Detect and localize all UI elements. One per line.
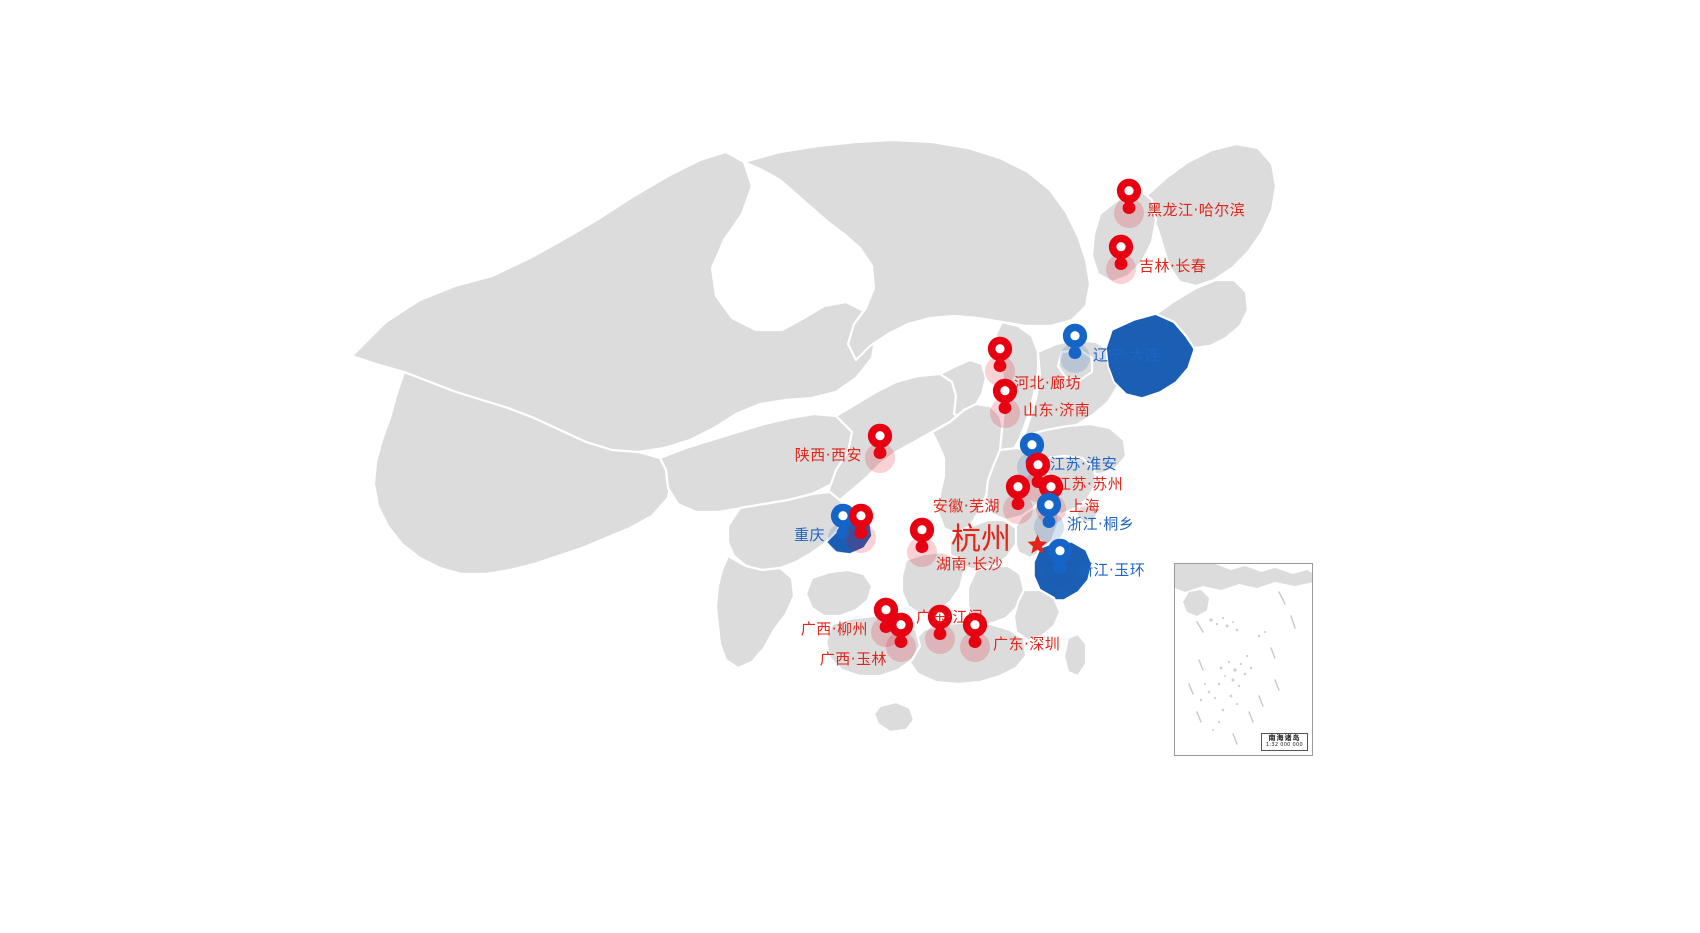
marker-label: 江苏·淮安	[1050, 455, 1118, 473]
location-pin-icon	[962, 612, 988, 648]
location-pin-icon	[1116, 178, 1142, 214]
star-icon	[1027, 534, 1048, 554]
location-pin-icon	[987, 336, 1013, 372]
location-pin-icon	[1036, 492, 1062, 528]
inset-scale-box: 南海诸岛 1:32 000 000	[1260, 733, 1308, 751]
marker-label: 山东·济南	[1023, 401, 1091, 419]
location-pin-icon	[909, 517, 935, 553]
location-pin-icon	[830, 503, 856, 539]
location-pin-icon	[927, 604, 953, 640]
location-pin-icon	[1038, 474, 1064, 510]
map-landmass	[350, 138, 1278, 734]
location-pin-icon	[1005, 474, 1031, 510]
location-pin-icon	[867, 423, 893, 459]
location-pin-icon	[1108, 234, 1134, 270]
marker-label: 陕西·西安	[794, 446, 862, 464]
marker-label: 吉林·长春	[1139, 257, 1207, 275]
marker-label: 辽宁·大连	[1093, 346, 1161, 364]
location-pin-icon	[1047, 538, 1073, 574]
marker-label: 河北·廊坊	[1014, 374, 1082, 392]
location-pin-icon	[1062, 323, 1088, 359]
marker-label: 黑龙江·哈尔滨	[1147, 201, 1246, 219]
marker-label: 江苏·苏州	[1056, 475, 1124, 493]
location-pin-icon	[1025, 452, 1051, 488]
inset-map-graphic	[1175, 564, 1312, 745]
headquarters-label: 杭州	[951, 522, 1011, 557]
marker-label: 重庆	[793, 526, 825, 544]
marker-label: 湖南·长沙	[936, 555, 1004, 573]
marker-label: 广西·柳州	[800, 620, 868, 638]
marker-label: 广西·玉林	[819, 650, 887, 668]
marker-label: 广东·深圳	[993, 635, 1061, 653]
marker-label: 浙江·桐乡	[1067, 515, 1135, 533]
location-pin-icon	[848, 503, 874, 539]
marker-label: 上海	[1069, 497, 1101, 515]
inset-map-south-china-sea: 南海诸岛 1:32 000 000	[1174, 563, 1313, 756]
location-pin-icon	[992, 378, 1018, 414]
location-pin-icon	[1019, 432, 1045, 468]
inset-scale-text: 1:32 000 000	[1265, 741, 1303, 748]
location-pin-icon	[873, 597, 899, 633]
location-pin-icon	[888, 612, 914, 648]
marker-label: 安徽·芜湖	[932, 497, 1000, 515]
inset-title: 南海诸岛	[1268, 734, 1301, 743]
marker-label: 浙江·玉环	[1078, 561, 1146, 579]
